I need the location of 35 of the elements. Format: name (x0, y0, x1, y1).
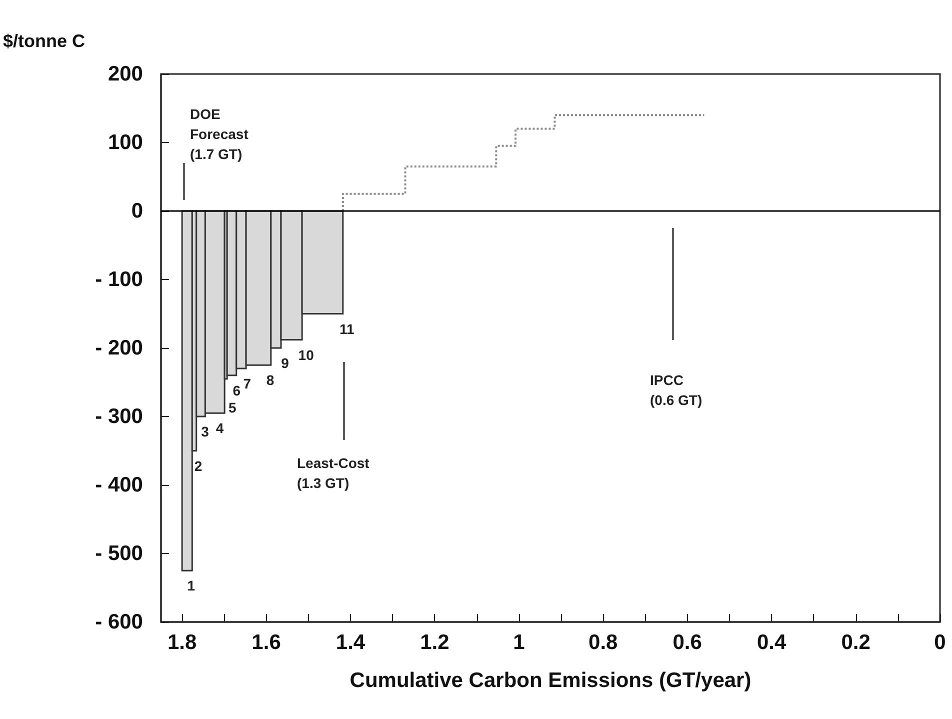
annotation: 8 (266, 372, 274, 388)
annotation: 3 (201, 424, 210, 440)
annotation: 11 (340, 320, 355, 337)
annotation: DOE Forecast (1.7 GT) (190, 106, 249, 162)
annotation: IPCC (0.6 GT) (650, 372, 702, 408)
x-tick-label: 0 (934, 631, 946, 654)
y-axis-title: $/tonne C (3, 31, 86, 51)
annotation: Least-Cost (1.3 GT) (297, 455, 370, 491)
annotation: 9 (281, 355, 290, 371)
y-tick-label: - 200 (95, 336, 143, 360)
x-tick-label: 1.4 (336, 631, 366, 654)
x-tick-label: 0.4 (756, 631, 786, 654)
x-tick-label: 1 (513, 631, 526, 654)
x-tick-label: 1.6 (252, 631, 281, 654)
x-tick-label: 0.6 (672, 631, 702, 654)
y-tick-label: - 600 (95, 610, 143, 634)
annotation: 7 (243, 376, 252, 392)
x-axis-title: Cumulative Carbon Emissions (GT/year) (350, 669, 752, 692)
x-tick-label: 1.2 (420, 631, 450, 654)
annotation: 2 (194, 458, 202, 474)
y-tick-label: - 500 (95, 542, 143, 565)
annotation: 5 (228, 400, 236, 416)
y-tick-label: - 300 (95, 405, 143, 428)
annotation: 4 (216, 420, 224, 436)
annotation: 1 (187, 578, 196, 594)
annotation: 10 (298, 346, 314, 363)
y-tick-label: 0 (131, 200, 143, 222)
y-tick-label: - 400 (95, 474, 143, 496)
y-tick-label: - 100 (95, 268, 143, 291)
x-tick-label: 0.8 (588, 631, 618, 654)
y-tick-label: 100 (108, 131, 143, 154)
y-tick-label: 200 (108, 62, 143, 86)
x-tick-label: 0.2 (841, 631, 870, 654)
x-tick-label: 1.8 (167, 631, 197, 654)
annotation: 6 (232, 382, 241, 398)
